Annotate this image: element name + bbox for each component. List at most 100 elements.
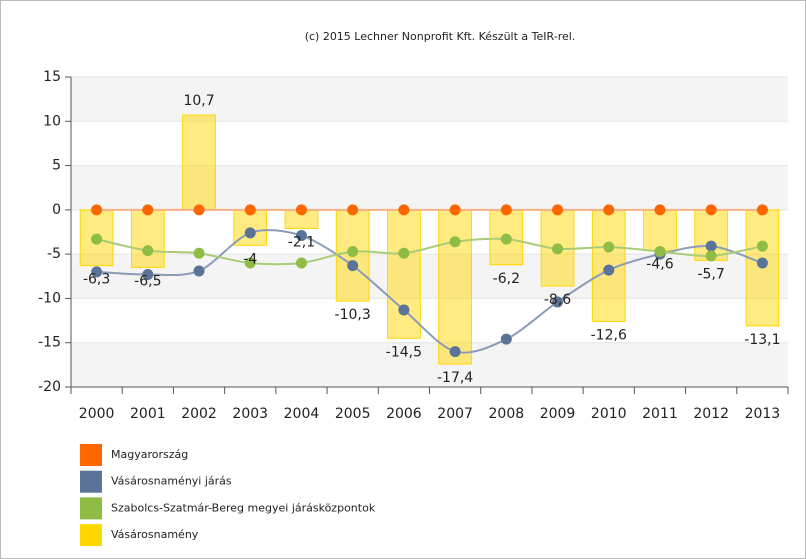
marker bbox=[705, 204, 717, 216]
legend-swatch bbox=[80, 444, 102, 466]
x-tick-label: 2009 bbox=[540, 406, 576, 422]
marker bbox=[756, 257, 768, 269]
y-tick-label: 10 bbox=[43, 113, 61, 129]
x-tick-label: 2011 bbox=[642, 406, 678, 422]
y-tick-label: -15 bbox=[38, 335, 61, 351]
grid-band bbox=[71, 254, 788, 299]
marker bbox=[142, 245, 154, 257]
marker bbox=[705, 250, 717, 262]
marker bbox=[347, 245, 359, 257]
data-label: 10,7 bbox=[183, 93, 214, 109]
x-tick-label: 2006 bbox=[386, 406, 422, 422]
y-tick-label: 5 bbox=[52, 158, 61, 174]
bar bbox=[182, 114, 216, 211]
marker bbox=[193, 265, 205, 277]
legend-label: Vásárosnaményi járás bbox=[111, 475, 232, 488]
marker bbox=[295, 230, 307, 242]
legend-swatch bbox=[80, 497, 102, 520]
marker bbox=[295, 204, 307, 216]
y-tick-label: 15 bbox=[43, 69, 61, 85]
marker bbox=[142, 269, 154, 281]
marker bbox=[193, 247, 205, 259]
marker bbox=[654, 245, 666, 257]
x-tick-label: 2002 bbox=[181, 406, 217, 422]
legend-swatch bbox=[80, 524, 102, 547]
marker bbox=[244, 204, 256, 216]
marker bbox=[398, 204, 410, 216]
bar bbox=[387, 209, 421, 339]
marker bbox=[654, 204, 666, 216]
data-label: -6,2 bbox=[493, 271, 520, 287]
x-tick-label: 2007 bbox=[437, 406, 473, 422]
data-label: -12,6 bbox=[591, 327, 627, 343]
marker bbox=[244, 227, 256, 239]
x-tick-label: 2013 bbox=[745, 406, 781, 422]
marker bbox=[142, 204, 154, 216]
marker bbox=[91, 204, 103, 216]
marker bbox=[347, 260, 359, 272]
data-label: -6,5 bbox=[134, 273, 161, 289]
legend-swatch bbox=[80, 470, 102, 493]
marker bbox=[552, 204, 564, 216]
marker bbox=[500, 233, 512, 245]
data-label: -2,1 bbox=[288, 234, 315, 250]
y-tick-label: 0 bbox=[52, 202, 61, 218]
chart-title: (c) 2015 Lechner Nonprofit Kft. Készült … bbox=[305, 30, 576, 43]
marker bbox=[295, 257, 307, 269]
data-label: -5,7 bbox=[698, 266, 725, 282]
x-tick-label: 2005 bbox=[335, 406, 371, 422]
marker bbox=[91, 233, 103, 245]
data-label: -6,3 bbox=[83, 272, 110, 288]
bar bbox=[130, 209, 165, 268]
marker bbox=[347, 204, 359, 216]
x-tick-label: 2008 bbox=[489, 406, 525, 422]
bar bbox=[694, 209, 729, 261]
grid-band bbox=[71, 165, 788, 210]
marker bbox=[603, 264, 615, 276]
x-tick-label: 2000 bbox=[79, 406, 115, 422]
data-label: -8,6 bbox=[544, 292, 571, 308]
bar bbox=[438, 209, 472, 365]
marker bbox=[398, 304, 410, 316]
marker bbox=[552, 243, 564, 255]
labels: -6,3 -6,5 10,7 -4 -2,1 -10,3 -14,5 -17,4 -6,2 -8,… bbox=[83, 93, 781, 386]
marker bbox=[500, 204, 512, 216]
grid-band bbox=[71, 77, 788, 122]
data-label: -13,1 bbox=[744, 332, 780, 348]
x-tick-label: 2010 bbox=[591, 406, 627, 422]
marker bbox=[603, 204, 615, 216]
marker bbox=[193, 204, 205, 216]
marker bbox=[449, 346, 461, 358]
marker bbox=[449, 204, 461, 216]
lines bbox=[91, 204, 768, 358]
data-label: -10,3 bbox=[335, 307, 371, 323]
marker bbox=[398, 247, 410, 259]
y-tick-label: -20 bbox=[38, 379, 61, 395]
marker bbox=[91, 266, 103, 278]
x-tick-label: 2004 bbox=[284, 406, 320, 422]
marker bbox=[244, 257, 256, 269]
marker bbox=[705, 240, 717, 252]
marker bbox=[552, 296, 564, 308]
x-tick-label: 2003 bbox=[232, 406, 268, 422]
series-line bbox=[96, 229, 763, 354]
data-label: -14,5 bbox=[386, 344, 422, 360]
marker bbox=[756, 240, 768, 252]
data-label: -17,4 bbox=[437, 370, 473, 386]
data-label: -4,6 bbox=[646, 257, 673, 273]
marker bbox=[449, 236, 461, 248]
y-tick-label: -10 bbox=[38, 290, 61, 306]
marker bbox=[500, 333, 512, 345]
grid-band bbox=[71, 342, 788, 387]
legend-label: Magyarország bbox=[111, 448, 188, 461]
legend-label: Vásárosnamény bbox=[111, 528, 199, 541]
y-tick-label: -5 bbox=[47, 246, 61, 262]
x-tick-label: 2001 bbox=[130, 406, 166, 422]
bar bbox=[643, 209, 677, 252]
marker bbox=[756, 204, 768, 216]
legend-label: Szabolcs-Szatmár-Bereg megyei járásközpo… bbox=[111, 501, 376, 514]
data-label: -4 bbox=[243, 251, 257, 267]
x-tick-label: 2012 bbox=[693, 406, 729, 422]
marker bbox=[603, 241, 615, 253]
